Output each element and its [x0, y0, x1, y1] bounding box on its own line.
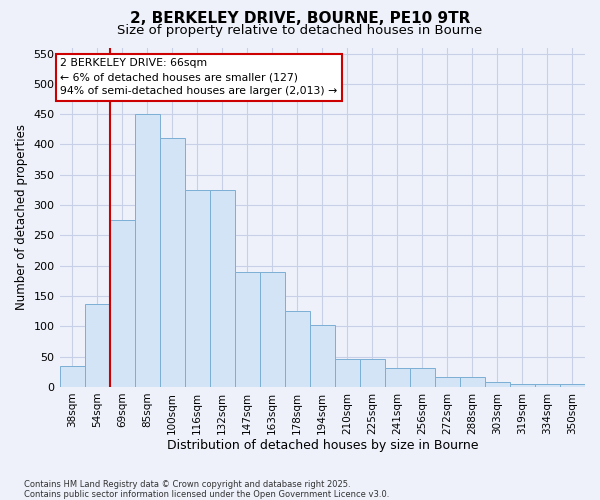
Bar [285, 311, 310, 387]
Bar [160, 138, 185, 387]
Bar [185, 190, 209, 387]
Bar [410, 368, 435, 387]
Bar [360, 359, 385, 387]
Bar [85, 304, 110, 387]
Bar [110, 220, 134, 387]
Bar [560, 384, 585, 387]
Bar [235, 272, 260, 387]
Bar [460, 376, 485, 387]
Bar [134, 114, 160, 387]
Text: Contains HM Land Registry data © Crown copyright and database right 2025.
Contai: Contains HM Land Registry data © Crown c… [24, 480, 389, 499]
Bar [59, 366, 85, 387]
Bar [485, 382, 510, 387]
Text: 2 BERKELEY DRIVE: 66sqm
← 6% of detached houses are smaller (127)
94% of semi-de: 2 BERKELEY DRIVE: 66sqm ← 6% of detached… [60, 58, 337, 96]
Bar [335, 359, 360, 387]
Bar [260, 272, 285, 387]
Bar [385, 368, 410, 387]
X-axis label: Distribution of detached houses by size in Bourne: Distribution of detached houses by size … [167, 440, 478, 452]
Y-axis label: Number of detached properties: Number of detached properties [15, 124, 28, 310]
Bar [510, 384, 535, 387]
Bar [535, 384, 560, 387]
Bar [310, 324, 335, 387]
Text: 2, BERKELEY DRIVE, BOURNE, PE10 9TR: 2, BERKELEY DRIVE, BOURNE, PE10 9TR [130, 11, 470, 26]
Bar [209, 190, 235, 387]
Bar [435, 376, 460, 387]
Text: Size of property relative to detached houses in Bourne: Size of property relative to detached ho… [118, 24, 482, 37]
